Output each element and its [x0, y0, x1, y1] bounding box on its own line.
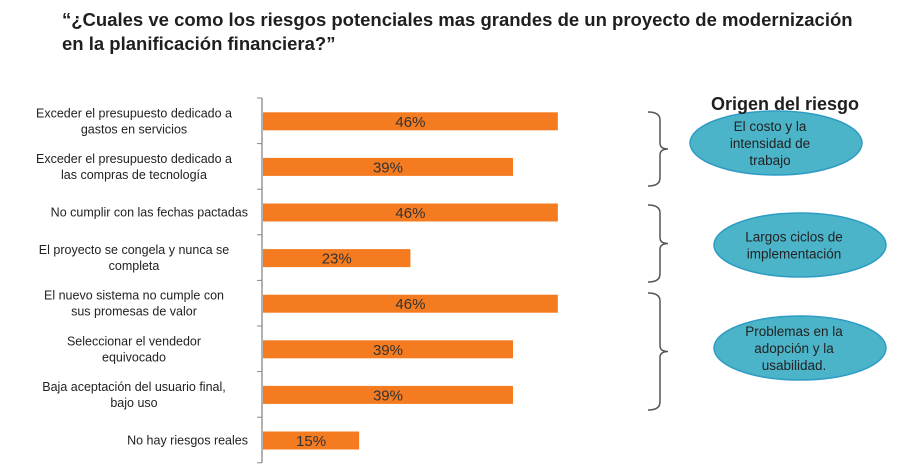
category-label: completa	[109, 259, 160, 273]
origin-label: intensidad de	[730, 136, 810, 151]
bracket	[647, 204, 669, 283]
data-label: 39%	[373, 342, 403, 359]
category-label: sus promesas de valor	[71, 305, 197, 319]
origin-title: Origen del riesgo	[710, 94, 860, 114]
bar	[263, 294, 558, 313]
origin-label: usabilidad.	[762, 358, 827, 373]
bar	[263, 249, 411, 268]
category-label: Exceder el presupuesto dedicado a	[36, 152, 232, 166]
data-label: 23%	[322, 251, 352, 268]
category-label: bajo uso	[110, 396, 157, 410]
category-label: Exceder el presupuesto dedicado a	[36, 106, 232, 120]
bar	[263, 385, 513, 404]
category-label: las compras de tecnología	[61, 168, 207, 182]
origin-ellipse	[713, 315, 887, 381]
category-label: Seleccionar el vendedor	[67, 334, 201, 348]
origin-label: adopción y la	[754, 341, 834, 356]
category-label: El proyecto se congela y nunca se	[39, 243, 229, 257]
category-label: Baja aceptación del usuario final,	[42, 380, 225, 394]
origin-ellipse	[689, 110, 863, 176]
category-label: El nuevo sistema no cumple con	[44, 289, 224, 303]
origin-label: El costo y la	[734, 119, 807, 134]
origin-label: trabajo	[749, 153, 790, 168]
bar	[263, 431, 360, 450]
bar	[263, 340, 513, 359]
category-label: gastos en servicios	[81, 122, 187, 136]
bracket	[647, 292, 669, 411]
data-label: 46%	[395, 114, 425, 131]
bar	[263, 203, 558, 222]
chart-title: “¿Cuales ve como los riesgos potenciales…	[62, 9, 853, 54]
data-label: 39%	[373, 387, 403, 404]
category-label: No hay riesgos reales	[127, 434, 248, 448]
data-label: 46%	[395, 205, 425, 222]
data-label: 39%	[373, 159, 403, 176]
origin-ellipse	[713, 212, 887, 278]
bracket	[647, 111, 669, 187]
origin-label: Problemas en la	[745, 324, 843, 339]
bar	[263, 112, 558, 131]
data-label: 15%	[296, 433, 326, 450]
data-label: 46%	[395, 296, 425, 313]
category-label: No cumplir con las fechas pactadas	[51, 206, 248, 220]
origin-label: Largos ciclos de	[745, 230, 843, 245]
origin-label: implementación	[747, 247, 842, 262]
bar	[263, 157, 513, 176]
category-label: equivocado	[102, 350, 166, 364]
